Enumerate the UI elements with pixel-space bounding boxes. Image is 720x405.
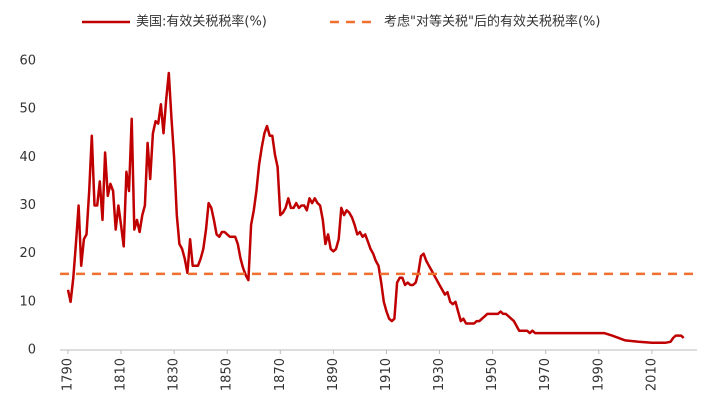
- x-tick-label: 1890: [326, 358, 341, 391]
- y-tick-label: 50: [19, 102, 36, 117]
- x-tick-label: 1930: [432, 358, 447, 391]
- x-tick-label: 1910: [379, 358, 394, 391]
- y-tick-label: 0: [28, 343, 36, 358]
- legend-label: 考虑"对等关税"后的有效关税税率(%): [384, 14, 600, 30]
- x-tick-label: 1970: [538, 358, 553, 391]
- x-tick-label: 1870: [273, 358, 288, 391]
- x-tick-label: 1990: [591, 358, 606, 391]
- legend-label: 美国:有效关税税率(%): [136, 14, 267, 30]
- x-tick-label: 1830: [167, 358, 182, 391]
- y-tick-label: 20: [19, 246, 36, 261]
- y-tick-label: 30: [19, 198, 36, 213]
- y-tick-label: 10: [19, 294, 36, 309]
- x-tick-label: 1950: [485, 358, 500, 391]
- y-tick-label: 40: [19, 150, 36, 165]
- y-tick-label: 60: [19, 54, 36, 69]
- x-tick-label: 2010: [644, 358, 659, 391]
- x-tick-label: 1790: [60, 358, 75, 391]
- x-tick-label: 1810: [114, 358, 129, 391]
- x-tick-label: 1850: [220, 358, 235, 391]
- line: [66, 71, 685, 345]
